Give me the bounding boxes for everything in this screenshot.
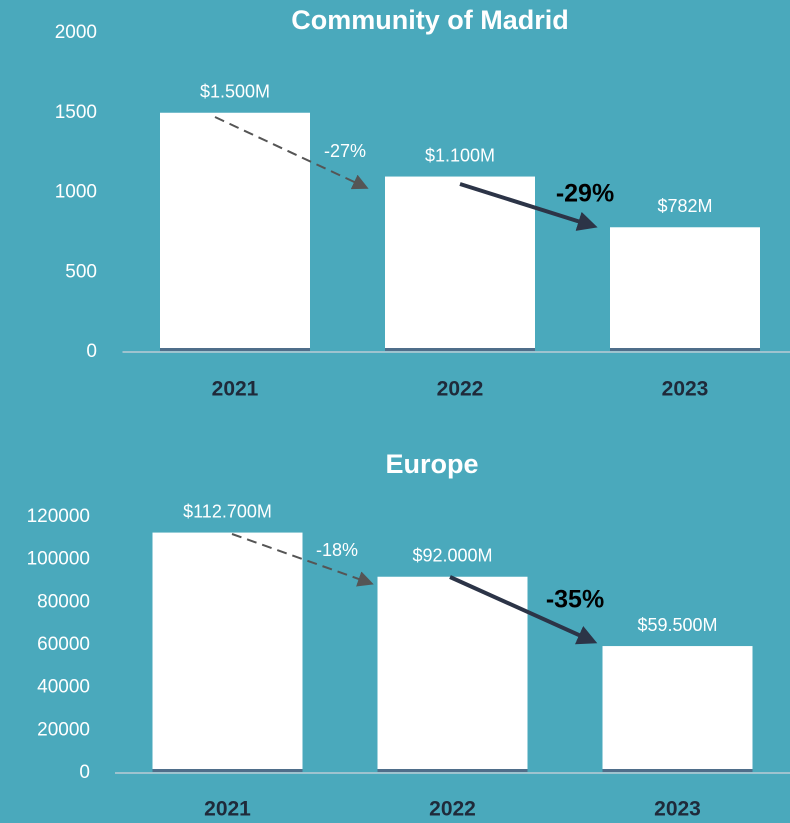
value-label: $92.000M — [412, 545, 492, 565]
annotation: -18% — [316, 540, 358, 560]
chart-title: Community of Madrid — [291, 5, 569, 35]
bar — [152, 532, 303, 773]
bar-base — [385, 348, 535, 352]
y-tick-label: 0 — [86, 341, 97, 362]
x-tick-label: 2022 — [437, 378, 484, 401]
value-label: $782M — [657, 196, 712, 216]
bar-base — [602, 769, 753, 773]
bar-base — [610, 348, 760, 352]
y-tick-label: 500 — [65, 261, 97, 282]
y-tick-label: 40000 — [37, 677, 90, 698]
bar-base — [377, 769, 528, 773]
y-tick-label: 80000 — [37, 591, 90, 612]
y-tick-label: 2000 — [55, 22, 97, 43]
chart-title: Europe — [385, 449, 478, 479]
y-tick-label: 0 — [79, 762, 90, 783]
bar — [610, 227, 760, 352]
trend-arrow — [449, 575, 598, 645]
x-tick-label: 2021 — [204, 798, 251, 821]
value-label: $59.500M — [637, 615, 717, 635]
trend-arrow — [231, 533, 374, 587]
trend-arrow — [459, 182, 598, 231]
x-tick-label: 2021 — [212, 378, 259, 401]
x-tick-label: 2023 — [662, 378, 709, 401]
x-tick-label: 2023 — [654, 798, 701, 821]
trend-arrow — [214, 116, 369, 190]
y-tick-label: 120000 — [27, 506, 90, 527]
y-tick-label: 1500 — [55, 102, 97, 123]
x-tick-label: 2022 — [429, 798, 476, 821]
y-tick-label: 60000 — [37, 634, 90, 655]
bar — [377, 576, 528, 773]
annotation: -29% — [556, 180, 614, 208]
bar — [160, 112, 310, 352]
bar-base — [152, 769, 303, 773]
annotation: -27% — [324, 141, 366, 161]
value-label: $1.500M — [200, 82, 270, 102]
y-tick-label: 100000 — [27, 549, 90, 570]
value-label: $1.100M — [425, 145, 495, 165]
bar — [385, 176, 535, 352]
value-label: $112.700M — [183, 501, 272, 521]
y-tick-label: 1000 — [55, 182, 97, 203]
y-tick-label: 20000 — [37, 719, 90, 740]
bar-base — [160, 348, 310, 352]
bar — [602, 646, 753, 773]
annotation: -35% — [546, 586, 604, 614]
